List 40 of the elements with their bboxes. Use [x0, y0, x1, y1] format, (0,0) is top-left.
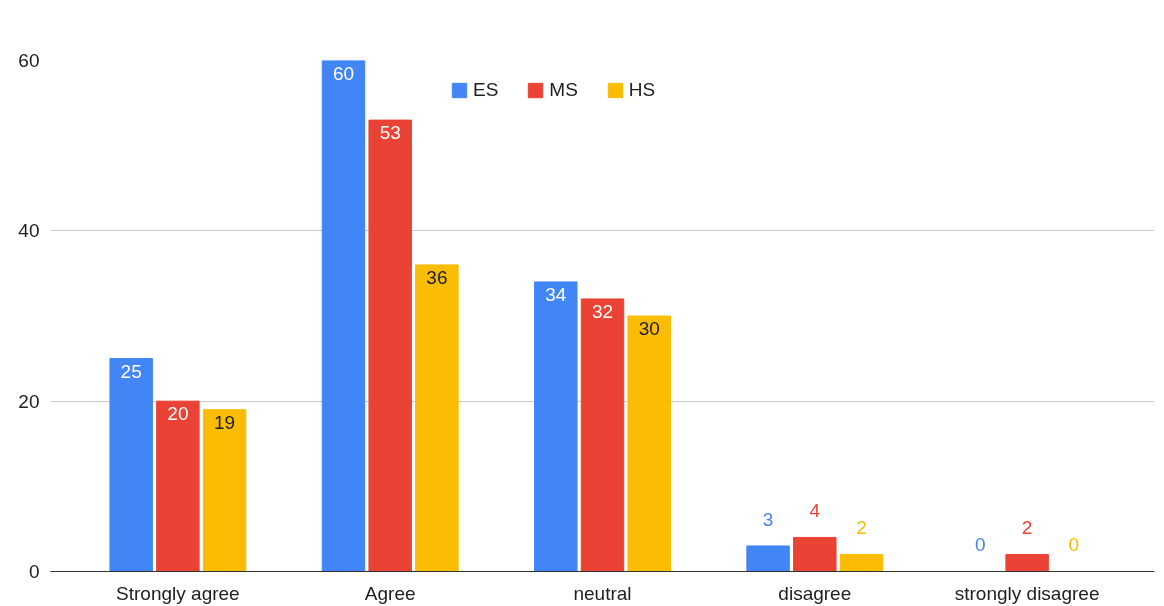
x-tick-label: Agree: [364, 582, 416, 604]
bar: [839, 553, 884, 572]
bar: [368, 119, 412, 572]
bar: [580, 298, 625, 572]
data-label: 36: [426, 267, 448, 289]
data-label: 20: [167, 403, 189, 425]
bar: [793, 536, 837, 572]
bar: [1005, 553, 1049, 572]
y-tick-label: 20: [18, 390, 40, 412]
data-label: 4: [809, 499, 821, 521]
data-label: 53: [379, 122, 401, 144]
bar: [746, 545, 790, 572]
data-label: 60: [332, 62, 355, 84]
y-tick-label: 40: [18, 220, 40, 242]
data-label: 2: [856, 517, 867, 539]
data-label: 25: [120, 360, 142, 382]
legend-label: ES: [473, 79, 499, 101]
bar: [534, 281, 578, 572]
legend-label: MS: [549, 79, 578, 101]
bar: [109, 358, 153, 572]
bar: [321, 60, 366, 572]
bar: [415, 264, 459, 572]
x-tick-label: neutral: [573, 582, 632, 604]
bar: [202, 409, 247, 572]
data-label: 19: [214, 411, 236, 433]
legend-label: HS: [628, 79, 656, 101]
bar: [156, 400, 200, 572]
bar: [627, 315, 671, 572]
data-label: 2: [1021, 517, 1033, 539]
x-tick-label: Strongly agree: [116, 582, 240, 604]
data-label: 3: [762, 508, 774, 530]
data-label: 30: [638, 318, 660, 340]
data-label: 34: [545, 284, 567, 306]
y-tick-label: 0: [28, 561, 40, 582]
y-tick-label: 60: [18, 50, 40, 71]
data-label: 32: [591, 301, 614, 323]
data-label: 0: [1068, 534, 1080, 556]
x-tick-label: disagree: [778, 582, 852, 604]
data-label: 0: [975, 534, 986, 556]
x-tick-label: strongly disagree: [954, 582, 1100, 604]
